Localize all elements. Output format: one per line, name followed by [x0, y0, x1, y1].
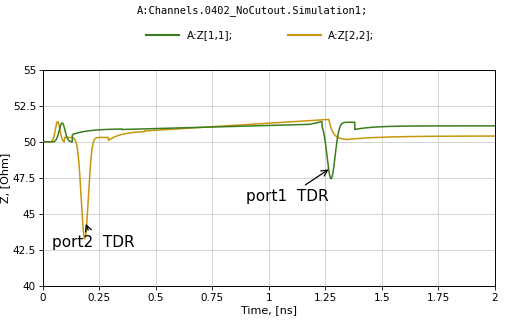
A:Z[2,2]; — [122, 132, 128, 136]
A:Z[1,1]; — [492, 124, 498, 128]
Text: port1  TDR: port1 TDR — [246, 170, 329, 204]
A:Z[1,1]; — [377, 125, 383, 129]
A:Z[2,2]; — [377, 135, 383, 139]
Text: port2  TDR: port2 TDR — [52, 225, 135, 251]
A:Z[2,2]; — [40, 140, 46, 144]
A:Z[2,2]; — [492, 134, 498, 138]
A:Z[1,1]; — [328, 177, 334, 181]
Text: A:Z[1,1];: A:Z[1,1]; — [187, 30, 233, 40]
X-axis label: Time, [ns]: Time, [ns] — [241, 305, 297, 315]
A:Z[2,2]; — [412, 134, 418, 138]
Text: A:Z[2,2];: A:Z[2,2]; — [328, 30, 375, 40]
A:Z[1,1]; — [311, 121, 317, 125]
A:Z[1,1]; — [40, 140, 46, 144]
A:Z[1,1]; — [122, 127, 128, 131]
A:Z[1,1]; — [213, 125, 219, 129]
Y-axis label: Z, [Ohm]: Z, [Ohm] — [0, 153, 10, 203]
A:Z[2,2]; — [334, 135, 340, 139]
Line: A:Z[1,1];: A:Z[1,1]; — [43, 121, 495, 179]
Text: A:Channels.0402_NoCutout.Simulation1;: A:Channels.0402_NoCutout.Simulation1; — [137, 5, 368, 16]
A:Z[2,2]; — [213, 124, 219, 128]
A:Z[1,1]; — [334, 139, 340, 143]
A:Z[2,2]; — [311, 118, 317, 122]
Line: A:Z[2,2];: A:Z[2,2]; — [43, 119, 495, 239]
A:Z[2,2]; — [82, 237, 88, 241]
A:Z[1,1]; — [412, 124, 418, 128]
A:Z[2,2]; — [326, 118, 332, 121]
A:Z[1,1]; — [319, 119, 325, 123]
